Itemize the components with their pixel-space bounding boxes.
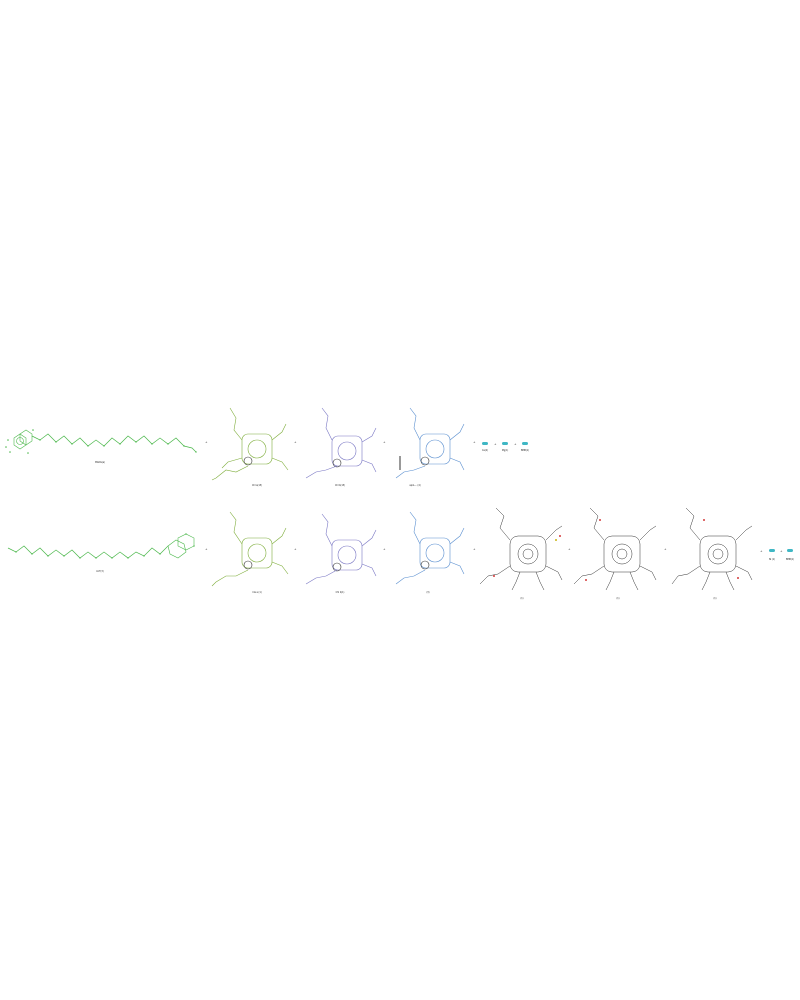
pigment-protein-complex-3: (1) [671, 507, 753, 600]
plus-operator: + [294, 547, 297, 551]
plus-operator: + [514, 442, 517, 446]
lipid-molecule-1: MGDG(a) [5, 429, 197, 464]
molecule-1-label: MGDG(a) [95, 461, 105, 464]
pigment-protein-complex-1: (1) [479, 507, 563, 600]
chain-nodes [15, 533, 195, 559]
porphyrin-molecule-blue: (3) [395, 511, 465, 594]
small-molecule-3: BMB(1) [521, 442, 529, 452]
row-1: MGDG(a) + Chl a(15) + Chl b(15) [5, 407, 529, 487]
porphyrin-molecule-purple: Chl b(15) [305, 407, 377, 487]
porphyrin-molecule-olive: Chl a(15) [211, 407, 289, 487]
plus-operator: + [568, 547, 571, 551]
molecule-1-label: LUT(3) [96, 570, 103, 573]
small-molecule-2: BMB(1) [786, 549, 794, 561]
protein-2-label: (1) [616, 597, 619, 600]
molecule-2-label: Cla a (1) [252, 591, 261, 594]
molecule-4-label: apoL... (4) [409, 484, 420, 487]
molecule-3-label: Chl b(1) [336, 591, 345, 594]
plus-operator: + [205, 440, 208, 444]
plus-operator: + [760, 549, 763, 553]
ring-structure [13, 429, 33, 450]
plus-operator: + [205, 547, 208, 551]
plus-operator: + [664, 547, 667, 551]
chain-nodes [39, 439, 197, 453]
molecule-4-label: (3) [426, 591, 429, 594]
porphyrin-molecule-purple: Chl b(1) [305, 513, 377, 594]
row-2: LUT(3) + Cla a (1) + Chl b(1) + [7, 507, 794, 600]
plus-operator: + [383, 547, 386, 551]
plus-operator: + [494, 442, 497, 446]
pigment-protein-complex-2: (1) [573, 507, 657, 600]
small-1-label: Ni (1) [769, 558, 775, 561]
ring-structure [167, 533, 195, 559]
porphyrin-molecule-blue: apoL... (4) [395, 407, 465, 487]
small-2-label: BMB(1) [786, 558, 794, 561]
small-molecule-1: Ni (1) [769, 549, 775, 561]
protein-3-label: (1) [713, 597, 716, 600]
plus-operator: + [780, 549, 783, 553]
small-1-label: Ca(2) [482, 449, 488, 452]
protein-1-label: (1) [520, 597, 523, 600]
small-molecule-2: Mg(1) [502, 442, 509, 452]
plus-operator: + [473, 440, 476, 444]
molecule-2-label: Chl a(15) [252, 484, 262, 487]
molecule-nodes [5, 429, 34, 454]
small-2-label: Mg(1) [502, 449, 509, 452]
small-molecule-1: Ca(2) [482, 442, 488, 452]
chain-backbone [7, 545, 169, 559]
plus-operator: + [383, 440, 386, 444]
carotenoid-molecule: LUT(3) [7, 533, 195, 573]
porphyrin-molecule-olive: Cla a (1) [211, 511, 289, 594]
plus-operator: + [294, 440, 297, 444]
chain-backbone [31, 433, 197, 453]
molecule-3-label: Chl b(15) [335, 484, 345, 487]
small-3-label: BMB(1) [521, 449, 529, 452]
plus-operator: + [473, 547, 476, 551]
